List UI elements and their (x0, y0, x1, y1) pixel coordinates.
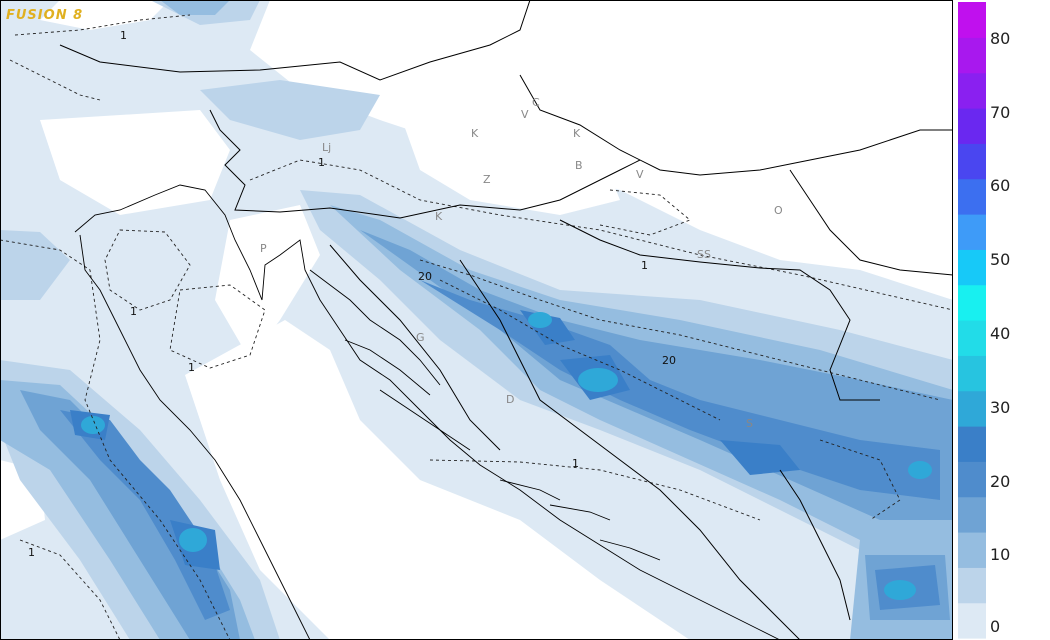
colorbar-segment (958, 532, 986, 568)
city-o: O (774, 204, 783, 217)
contour-label: 1 (120, 29, 127, 42)
contour-label: 20 (418, 270, 432, 283)
colorbar-segment (958, 355, 986, 392)
colorbar-segment (958, 214, 986, 250)
city-labels: Lj K K K V V C B Z P S O G D SS (260, 96, 783, 430)
colorbar-segment (958, 426, 986, 462)
city-k1: K (471, 127, 479, 140)
city-s: S (746, 417, 753, 430)
city-c: C (532, 96, 540, 109)
colorbar-tick-label: 10 (990, 545, 1011, 564)
contour-label: 1 (318, 156, 325, 169)
city-d: D (506, 393, 514, 406)
colorbar-tick-label: 70 (990, 103, 1011, 122)
colorbar-segment (958, 320, 986, 356)
contour-label: 1 (188, 361, 195, 374)
colorbar-segment (958, 390, 986, 427)
colorbar-tick-label: 0 (990, 617, 1001, 636)
colorbar-segment (958, 37, 986, 74)
colorbar (958, 2, 986, 639)
contour-label: 20 (662, 354, 676, 367)
precipitation-map: Lj K K K V V C B Z P S O G D SS 1 1 1 1 … (0, 0, 953, 640)
colorbar-segment (958, 284, 986, 321)
city-lj: Lj (322, 141, 331, 154)
colorbar-segment (958, 108, 986, 144)
city-k2: K (573, 127, 581, 140)
city-z: Z (483, 173, 491, 186)
colorbar-tick-label: 30 (990, 398, 1011, 417)
city-ss: SS (697, 248, 711, 261)
colorbar-segment (958, 249, 986, 286)
colorbar-segment (958, 2, 986, 38)
city-v1: V (521, 108, 529, 121)
colorbar-segment (958, 72, 986, 109)
colorbar-segment (958, 143, 986, 180)
colorbar-segment (958, 461, 986, 498)
contour-label: 1 (572, 457, 579, 470)
city-g: G (416, 331, 425, 344)
colorbar-segment (958, 496, 986, 533)
contour-value-labels: 1 1 1 1 1 1 20 20 1 (28, 29, 676, 559)
colorbar-segment (958, 602, 986, 639)
contour-label: 1 (28, 546, 35, 559)
contour-label: 1 (641, 259, 648, 272)
colorbar-segment (958, 567, 986, 604)
precip-cores (81, 312, 932, 600)
colorbar-tick-label: 40 (990, 324, 1011, 343)
model-label: FUSION 8 (6, 8, 84, 23)
city-b: B (575, 159, 583, 172)
borders (59, 0, 953, 640)
colorbar-tick-label: 60 (990, 176, 1011, 195)
contour-label: 1 (130, 305, 137, 318)
map-canvas: Lj K K K V V C B Z P S O G D SS 1 1 1 1 … (0, 0, 953, 640)
city-p: P (260, 242, 267, 255)
colorbar-tick-label: 80 (990, 29, 1011, 48)
colorbar-tick-label: 20 (990, 472, 1011, 491)
coastline (74, 184, 781, 640)
dry-areas (0, 0, 953, 640)
colorbar-tick-label: 50 (990, 250, 1011, 269)
city-v2: V (636, 168, 644, 181)
city-k3: K (435, 210, 443, 223)
colorbar-segment (958, 178, 986, 215)
